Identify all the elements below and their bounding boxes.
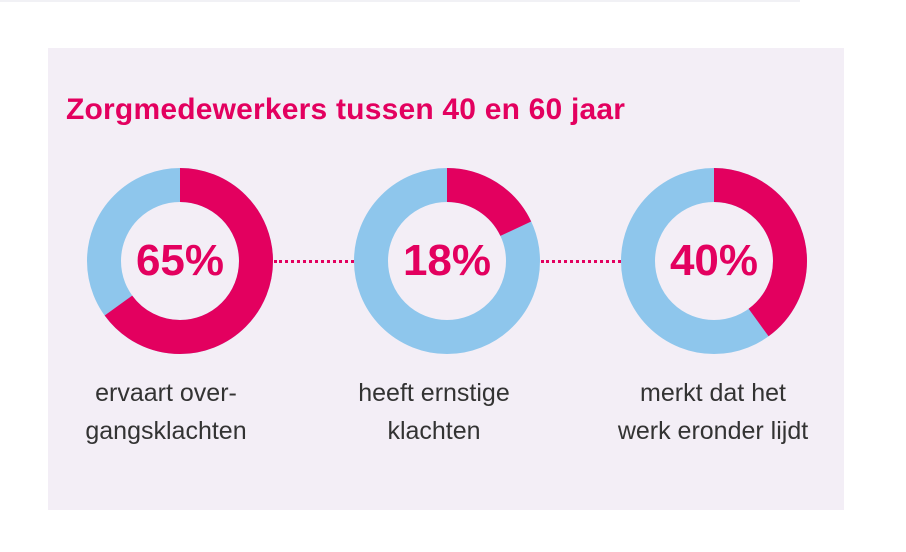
infographic-card	[48, 48, 844, 510]
donut-chart-2	[354, 168, 540, 354]
donut-2-caption: heeft ernstige klachten	[314, 374, 554, 450]
connector-dots-1	[274, 260, 354, 263]
donut-2-segment	[354, 168, 540, 354]
donut-1-caption-line1: ervaart over-	[95, 379, 237, 407]
connector-dots-2	[541, 260, 621, 263]
donut-3-caption-line2: werk eronder lijdt	[617, 417, 809, 445]
chart-title: Zorgmedewerkers tussen 40 en 60 jaar	[66, 93, 626, 126]
donut-2-value-label: 18%	[402, 236, 492, 285]
donut-1-caption-line2: gangsklachten	[85, 417, 247, 445]
donut-1-segment	[87, 168, 273, 354]
donut-3-caption: merkt dat het werk eronder lijdt	[593, 374, 833, 450]
donut-2-caption-line2: klachten	[387, 417, 481, 445]
donut-3-value-label: 40%	[669, 236, 759, 285]
donut-chart-1	[87, 168, 273, 354]
top-divider	[0, 0, 800, 2]
donut-3-caption-line1: merkt dat het	[640, 379, 786, 407]
donut-2-caption-line1: heeft ernstige	[358, 379, 510, 407]
donut-1-value-label: 65%	[135, 236, 225, 285]
donut-chart-3	[621, 168, 807, 354]
donut-1-caption: ervaart over- gangsklachten	[46, 374, 286, 450]
donut-3-segment	[621, 168, 807, 354]
